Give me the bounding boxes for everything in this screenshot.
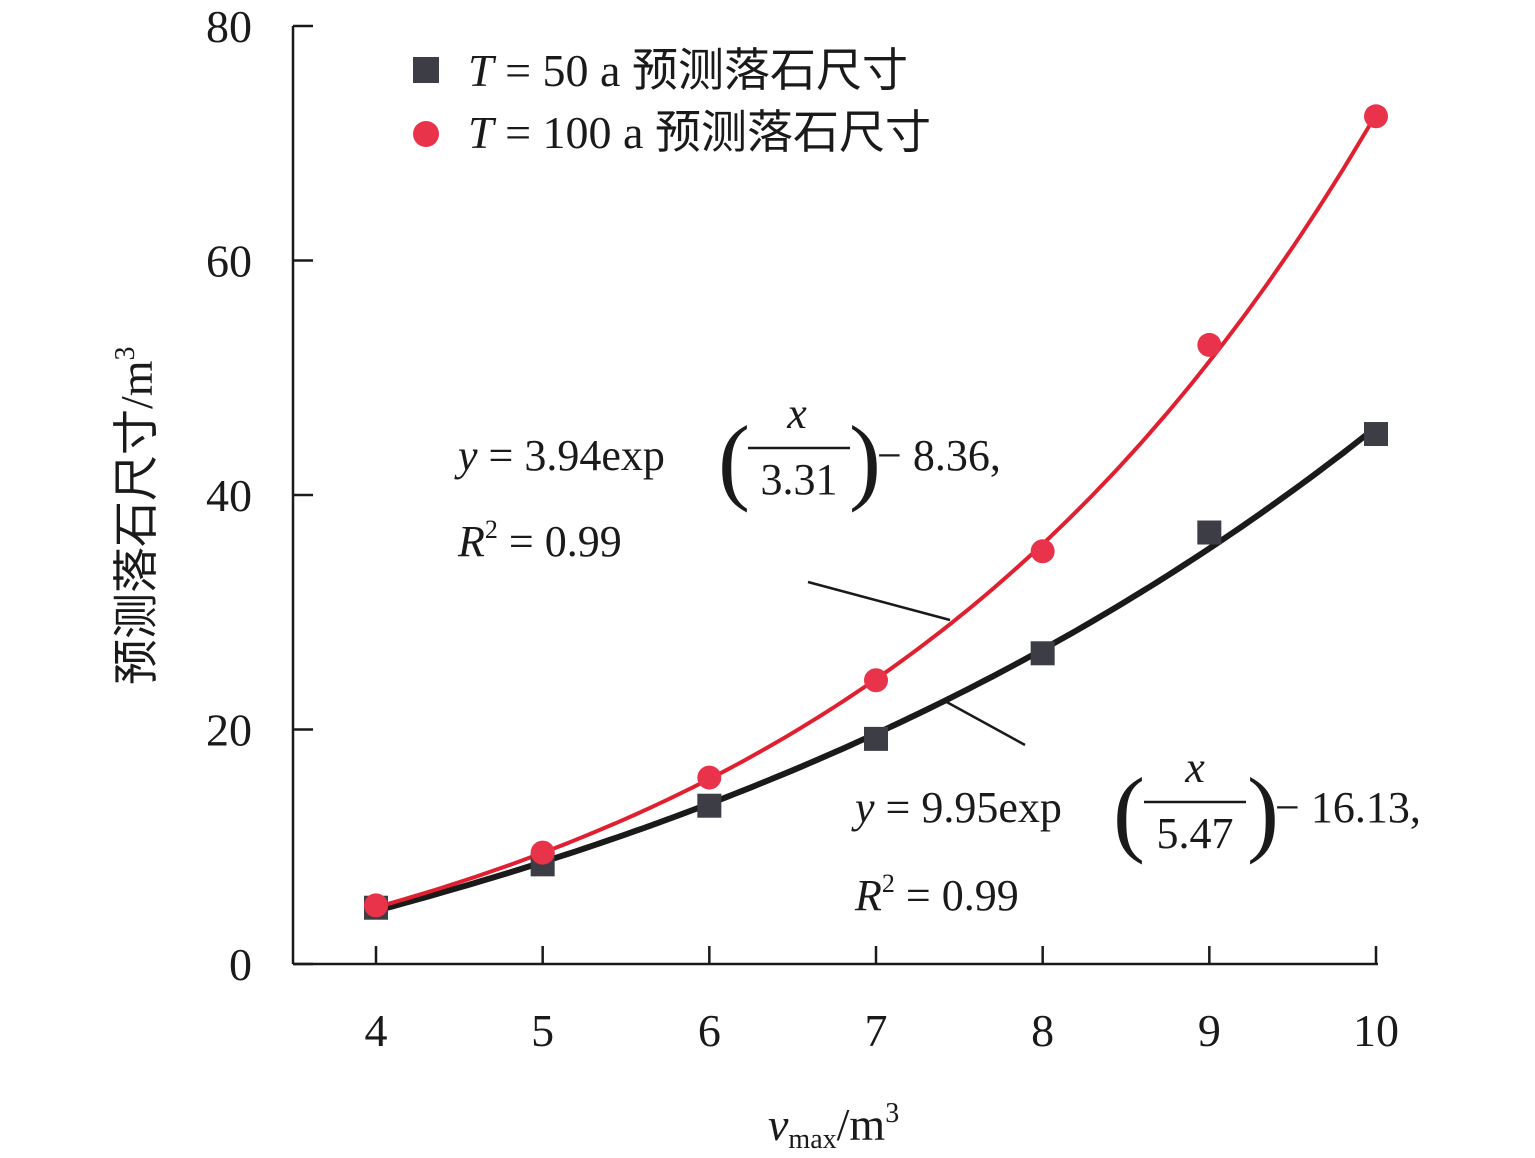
annotation-t50-eq-left: y = 9.95exp — [851, 783, 1062, 832]
annotation-t100-eq-right: − 8.36, — [877, 431, 1001, 480]
t50-point-8 — [1030, 641, 1055, 666]
legend-t100-rest: = 100 a 预测落石尺寸 — [494, 107, 931, 158]
annotation-t100-r2: R2 = 0.99 — [457, 515, 622, 566]
data-markers — [364, 104, 1388, 920]
annotation-t100-leader — [807, 580, 951, 622]
annotation-t100-denominator: 3.31 — [761, 455, 838, 504]
annotation-t100-var: y — [454, 431, 478, 480]
x-axis-label-unit: /m — [837, 1099, 886, 1150]
legend-t100-italic: T — [468, 107, 497, 158]
x-axis-label: vmax/m3 — [768, 1098, 899, 1155]
y-ticks: 0 20 40 60 80 — [206, 1, 313, 990]
y-axis-label-main: 预测落石尺寸/m — [111, 360, 162, 685]
legend-label-t100: T = 100 a 预测落石尺寸 — [468, 107, 931, 158]
annotation-t100-r2-var: R — [457, 517, 485, 566]
t100-point-10 — [1364, 104, 1388, 129]
x-tick-label-8: 8 — [1031, 1005, 1054, 1056]
t100-point-6 — [697, 765, 722, 790]
x-axis-label-sub: max — [788, 1124, 836, 1155]
t50-point-6 — [697, 793, 722, 818]
x-axis-label-main: v — [768, 1099, 789, 1150]
annotation-t100-left: = 3.94exp — [478, 431, 665, 480]
x-tick-label-9: 9 — [1198, 1005, 1221, 1056]
annotation-t100-eq-left: y = 3.94exp — [454, 431, 665, 480]
annotation-t50-r2-rest: = 0.99 — [895, 871, 1019, 920]
annotation-t50-r2-sup: 2 — [882, 869, 895, 898]
t100-point-7 — [864, 668, 888, 693]
y-tick-label-80: 80 — [206, 1, 252, 52]
annotation-t50-r2: R2 = 0.99 — [854, 869, 1019, 920]
annotation-t50: y = 9.95exp ( x 5.47 ) − 16.13, R2 = 0.9… — [851, 698, 1421, 920]
legend-label-t50: T = 50 a 预测落石尺寸 — [468, 45, 908, 96]
annotation-t50-leader — [942, 698, 1026, 747]
y-axis-label: 预测落石尺寸/m3 — [110, 346, 162, 685]
legend-marker-t100 — [413, 121, 439, 147]
annotation-t100-r2-rest: = 0.99 — [498, 517, 622, 566]
annotation-t50-eq-right: − 16.13, — [1275, 783, 1421, 832]
annotation-t100-lparen: ( — [718, 406, 750, 513]
annotation-t100-r2-sup: 2 — [485, 515, 498, 544]
t100-point-8 — [1030, 539, 1055, 564]
legend: T = 50 a 预测落石尺寸 T = 100 a 预测落石尺寸 — [413, 45, 931, 158]
annotation-t50-lparen: ( — [1113, 758, 1145, 865]
x-tick-label-5: 5 — [531, 1005, 554, 1056]
t100-point-4 — [364, 893, 388, 918]
y-tick-label-40: 40 — [206, 470, 252, 521]
t50-point-9 — [1197, 520, 1222, 545]
x-tick-label-6: 6 — [698, 1005, 721, 1056]
annotation-t50-r2-var: R — [854, 871, 882, 920]
legend-marker-t50 — [413, 57, 439, 83]
t50-point-7 — [864, 726, 888, 751]
y-tick-label-60: 60 — [206, 236, 252, 287]
legend-t50-rest: = 50 a 预测落石尺寸 — [494, 45, 908, 96]
y-tick-label-20: 20 — [206, 705, 252, 756]
x-axis-label-sup: 3 — [885, 1098, 899, 1129]
annotation-t100: y = 3.94exp ( x 3.31 ) − 8.36, R2 = 0.99 — [454, 389, 1001, 622]
annotation-t100-numerator: x — [786, 389, 807, 438]
legend-t50-italic: T — [468, 45, 497, 96]
annotation-t100-rparen: ) — [849, 406, 881, 513]
annotation-t50-left: = 9.95exp — [875, 783, 1062, 832]
x-tick-label-7: 7 — [865, 1005, 888, 1056]
t100-point-5 — [530, 840, 555, 865]
annotation-t50-denominator: 5.47 — [1157, 809, 1234, 858]
x-tick-label-4: 4 — [365, 1005, 388, 1056]
x-tick-label-10: 10 — [1353, 1005, 1399, 1056]
x-ticks: 4 5 6 7 8 9 10 — [365, 946, 1399, 1056]
t50-point-10 — [1364, 422, 1388, 447]
t100-point-9 — [1197, 332, 1222, 357]
y-axis-label-sup: 3 — [110, 346, 141, 360]
annotation-t50-rparen: ) — [1247, 758, 1279, 865]
annotation-t50-numerator: x — [1184, 743, 1205, 792]
annotation-t50-var: y — [851, 783, 875, 832]
y-tick-label-0: 0 — [229, 939, 252, 990]
